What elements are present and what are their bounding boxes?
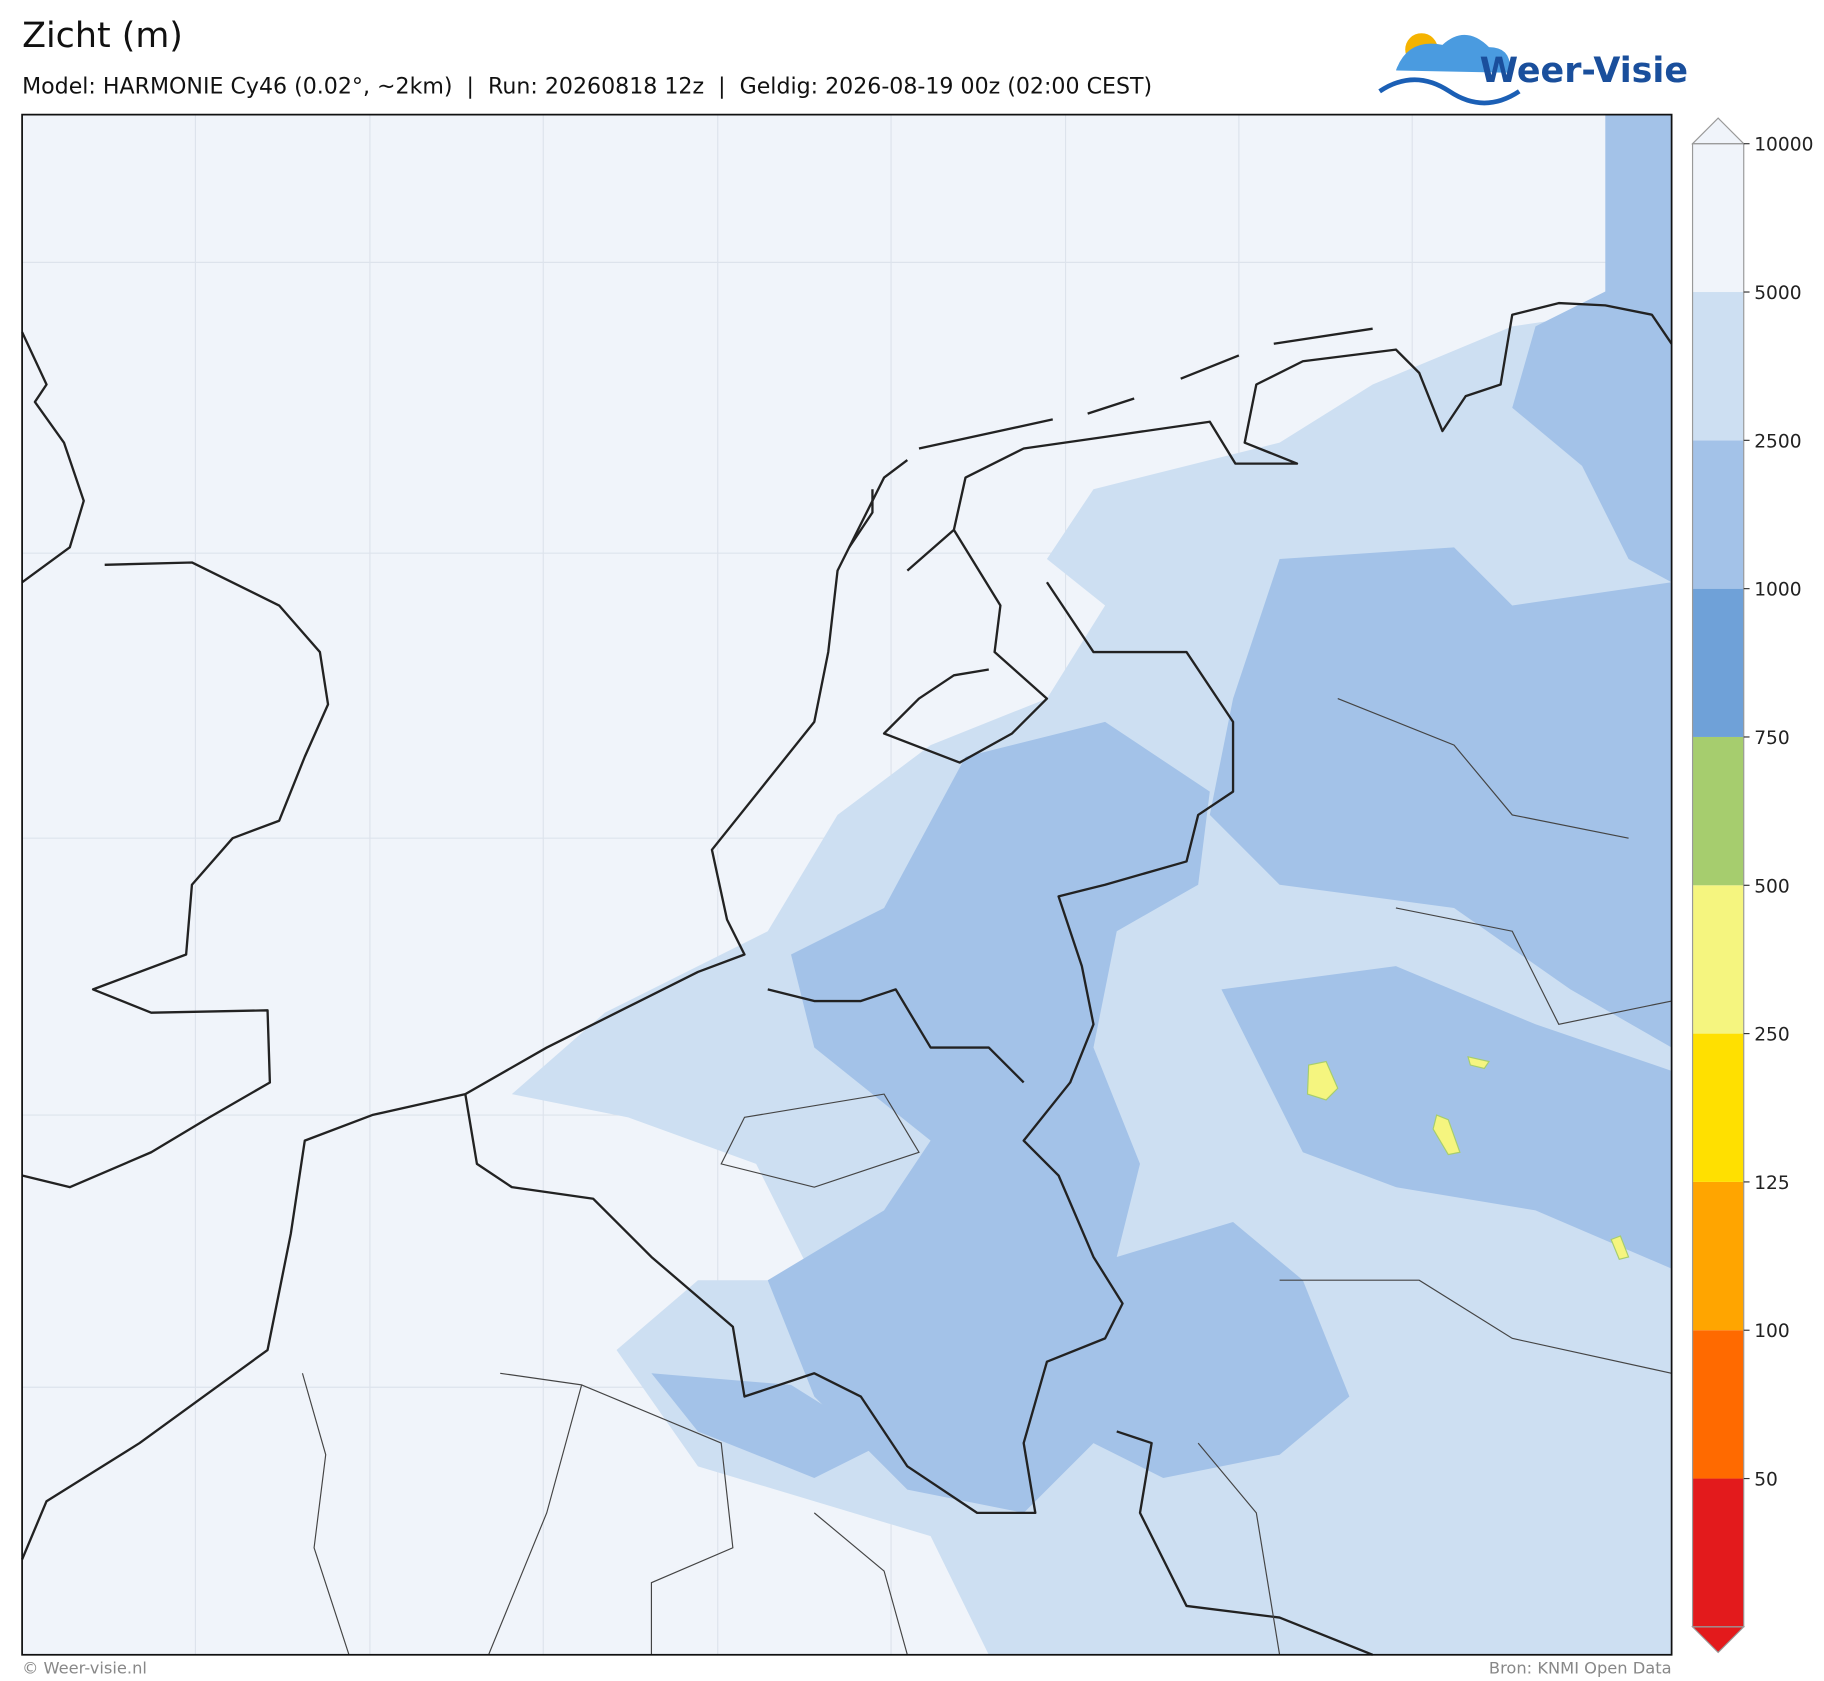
visibility-spot [1306,1060,1339,1101]
visibility-spot [1467,1056,1490,1070]
colorbar-tick-label: 50 [1754,1470,1778,1491]
map [21,113,1673,1656]
colorbar-tick-label: 10000 [1754,135,1813,156]
footer-right: Bron: KNMI Open Data [1489,1658,1672,1677]
logo-wave [1378,77,1521,106]
coastline [21,331,85,584]
colorbar-segment [1692,1330,1744,1479]
map-frame [21,113,1673,1656]
colorbar-tick-label: 100 [1754,1321,1790,1342]
colorbar-tick-label: 1000 [1754,580,1801,601]
colorbar-segment [1692,736,1744,886]
visibility-zone-light [1221,966,1672,1269]
colorbar-segment [1692,1033,1744,1182]
title: Zicht (m) [22,16,183,56]
subtitle: Model: HARMONIE Cy46 (0.02°, ~2km) | Run… [22,74,1152,100]
visibility-zone-light [1209,547,1672,1048]
visibility-zone-light [651,1373,885,1478]
regional-border [720,698,1672,1655]
colorbar-segment [1692,1181,1744,1331]
visibility-spot [1610,1235,1630,1260]
coastline [21,561,330,1189]
colorbar: 50 100 125 250 500 750 1000 2500 5000 10000 [1691,117,1813,1654]
visibility-zone-light [767,721,1350,1513]
coastlines [21,301,1673,1656]
colorbar-segment [1692,885,1744,1034]
colorbar-tick-label: 125 [1754,1173,1790,1194]
colorbar-segment [1692,292,1744,441]
logo-cloud [1395,34,1511,73]
visibility-zone-light [1512,114,1672,583]
colorbar-tick-label: 5000 [1754,283,1801,304]
footer-left: © Weer-visie.nl [22,1658,147,1677]
colorbar-tick-label: 2500 [1754,431,1801,452]
colorbar-tick-label: 750 [1754,728,1790,749]
national-border [767,988,1025,1084]
national-border [464,581,1235,1515]
national-border [1116,1430,1374,1656]
visibility-field [511,114,1672,1655]
logo: Weer-Visie [1378,33,1688,106]
visibility-spot [1432,1114,1461,1156]
colorbar-segment [1692,1478,1744,1627]
coastline [21,301,1673,1560]
logo-text: Weer-Visie [1480,51,1688,91]
colorbar-segment [1692,143,1744,293]
regional-border [301,1372,908,1656]
regional-borders [301,698,1672,1656]
colorbar-tick-label: 250 [1754,1025,1790,1046]
colorbar-segment [1692,440,1744,589]
ijsselmeer [882,529,1049,764]
colorbar-tick-label: 500 [1754,876,1790,897]
islands [848,327,1373,549]
colorbar-segment [1692,588,1744,737]
